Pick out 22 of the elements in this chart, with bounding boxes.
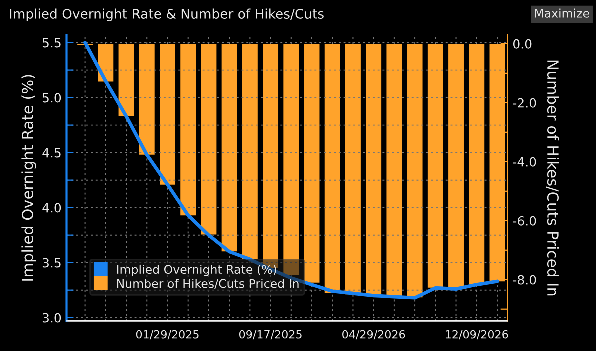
y-tick-label: 3.5 [42,258,61,268]
x-tick-label: 09/17/2025 [239,330,302,340]
x-tick-label: 12/09/2026 [446,330,508,340]
y2-tick-label: 0.0 [513,39,532,49]
y2-tick-label: -8.0 [513,275,536,285]
chart-title: Implied Overnight Rate & Number of Hikes/Cuts [10,8,324,22]
x-tick-label: 04/29/2026 [342,330,406,340]
line-series [84,41,500,300]
y-tick-label: 4.5 [42,148,61,158]
text: Maximize [535,8,590,18]
x-tick-label: 01/29/2025 [136,330,199,340]
y-tick-label: 4.0 [42,203,62,213]
y2-tick-label: -6.0 [513,216,536,226]
legend-label: Implied Overnight Rate (%) [117,264,276,276]
y2-axis-title: Number of Hikes/Cuts Priced In [546,60,560,296]
y-tick-label: 5.0 [42,93,62,103]
y-tick-label: 5.5 [42,38,61,48]
y-axis-title: Implied Overnight Rate (%) [22,75,36,281]
y-tick-label: 3.0 [42,313,62,323]
legend-label: Number of Hikes/Cuts Priced In [117,279,299,290]
y2-tick-label: -4.0 [513,157,536,167]
y2-tick-label: -2.0 [513,98,536,108]
